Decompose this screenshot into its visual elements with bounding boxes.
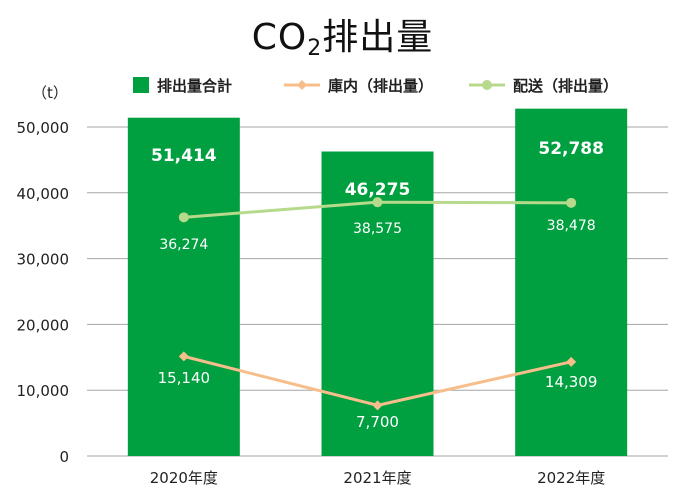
series-marker	[178, 212, 189, 223]
y-tick-label: 50,000	[17, 119, 70, 137]
data-label: 14,309	[545, 373, 598, 391]
y-tick-label: 40,000	[17, 185, 70, 203]
data-label: 38,478	[547, 218, 596, 234]
data-label: 51,414	[151, 146, 217, 166]
series-marker	[372, 197, 383, 208]
legend-marker	[482, 80, 492, 90]
y-tick-label: 30,000	[17, 251, 70, 269]
series-marker	[566, 356, 577, 367]
data-label: 7,700	[356, 413, 399, 431]
data-label: 15,140	[158, 369, 211, 387]
legend-swatch	[133, 77, 149, 93]
legend-marker	[297, 80, 307, 90]
title-main: CO	[251, 17, 308, 58]
series-marker	[178, 351, 189, 362]
legend-label: 配送（排出量）	[513, 77, 618, 95]
series-marker	[372, 400, 383, 411]
y-tick-label: 10,000	[17, 382, 70, 400]
data-label: 46,275	[345, 180, 411, 200]
data-label: 36,274	[159, 237, 208, 253]
data-label: 38,575	[353, 221, 402, 237]
y-tick-label: 20,000	[17, 316, 70, 334]
series-marker	[566, 197, 577, 208]
bar-total-2020年度	[127, 117, 240, 457]
bar-total-2022年度	[515, 108, 628, 456]
legend-label: 排出量合計	[157, 77, 232, 95]
legend-label: 庫内（排出量）	[328, 77, 433, 95]
x-tick-label: 2020年度	[150, 469, 218, 487]
y-tick-label: 0	[59, 448, 69, 466]
data-label: 52,788	[538, 139, 604, 159]
y-unit-label: （t）	[32, 84, 68, 102]
x-tick-label: 2021年度	[343, 469, 411, 487]
title-subscript: 2	[307, 36, 323, 61]
x-tick-label: 2022年度	[537, 469, 605, 487]
title-rest: 排出量	[322, 17, 434, 58]
chart-title: CO2排出量	[0, 8, 685, 61]
